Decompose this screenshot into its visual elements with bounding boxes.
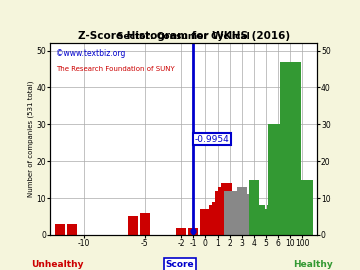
Bar [234, 194, 244, 235]
Text: -0.9954: -0.9954 [194, 134, 229, 144]
Bar [228, 194, 238, 235]
Y-axis label: Number of companies (531 total): Number of companies (531 total) [27, 81, 34, 197]
Text: Healthy: Healthy [293, 260, 333, 269]
Bar [243, 209, 253, 235]
Bar [249, 180, 259, 235]
Bar [246, 202, 256, 235]
Bar [267, 205, 277, 235]
Bar [188, 228, 198, 235]
Bar [209, 205, 220, 235]
Bar [176, 228, 186, 235]
Bar [224, 191, 235, 235]
Text: Unhealthy: Unhealthy [31, 260, 84, 269]
Text: The Research Foundation of SUNY: The Research Foundation of SUNY [56, 66, 175, 72]
Bar [55, 224, 65, 235]
Bar [255, 205, 265, 235]
Title: Z-Score Histogram for WKHS (2016): Z-Score Histogram for WKHS (2016) [77, 31, 290, 41]
Bar [258, 209, 268, 235]
Bar [219, 187, 229, 235]
Bar [140, 213, 150, 235]
Bar [239, 194, 250, 235]
Bar [206, 228, 217, 235]
Bar [221, 183, 232, 235]
Bar [67, 224, 77, 235]
Text: Score: Score [166, 260, 194, 269]
Bar [230, 191, 241, 235]
Text: ©www.textbiz.org: ©www.textbiz.org [56, 49, 125, 58]
Bar [215, 191, 226, 235]
Bar [203, 224, 213, 235]
Text: Sector: Consumer Cyclical: Sector: Consumer Cyclical [117, 32, 250, 41]
Bar [292, 180, 312, 235]
Bar [200, 209, 211, 235]
Bar [252, 213, 262, 235]
Bar [264, 213, 274, 235]
Bar [237, 187, 247, 235]
Bar [280, 62, 301, 235]
Bar [127, 217, 138, 235]
Bar [268, 124, 288, 235]
Bar [212, 202, 223, 235]
Bar [261, 209, 271, 235]
